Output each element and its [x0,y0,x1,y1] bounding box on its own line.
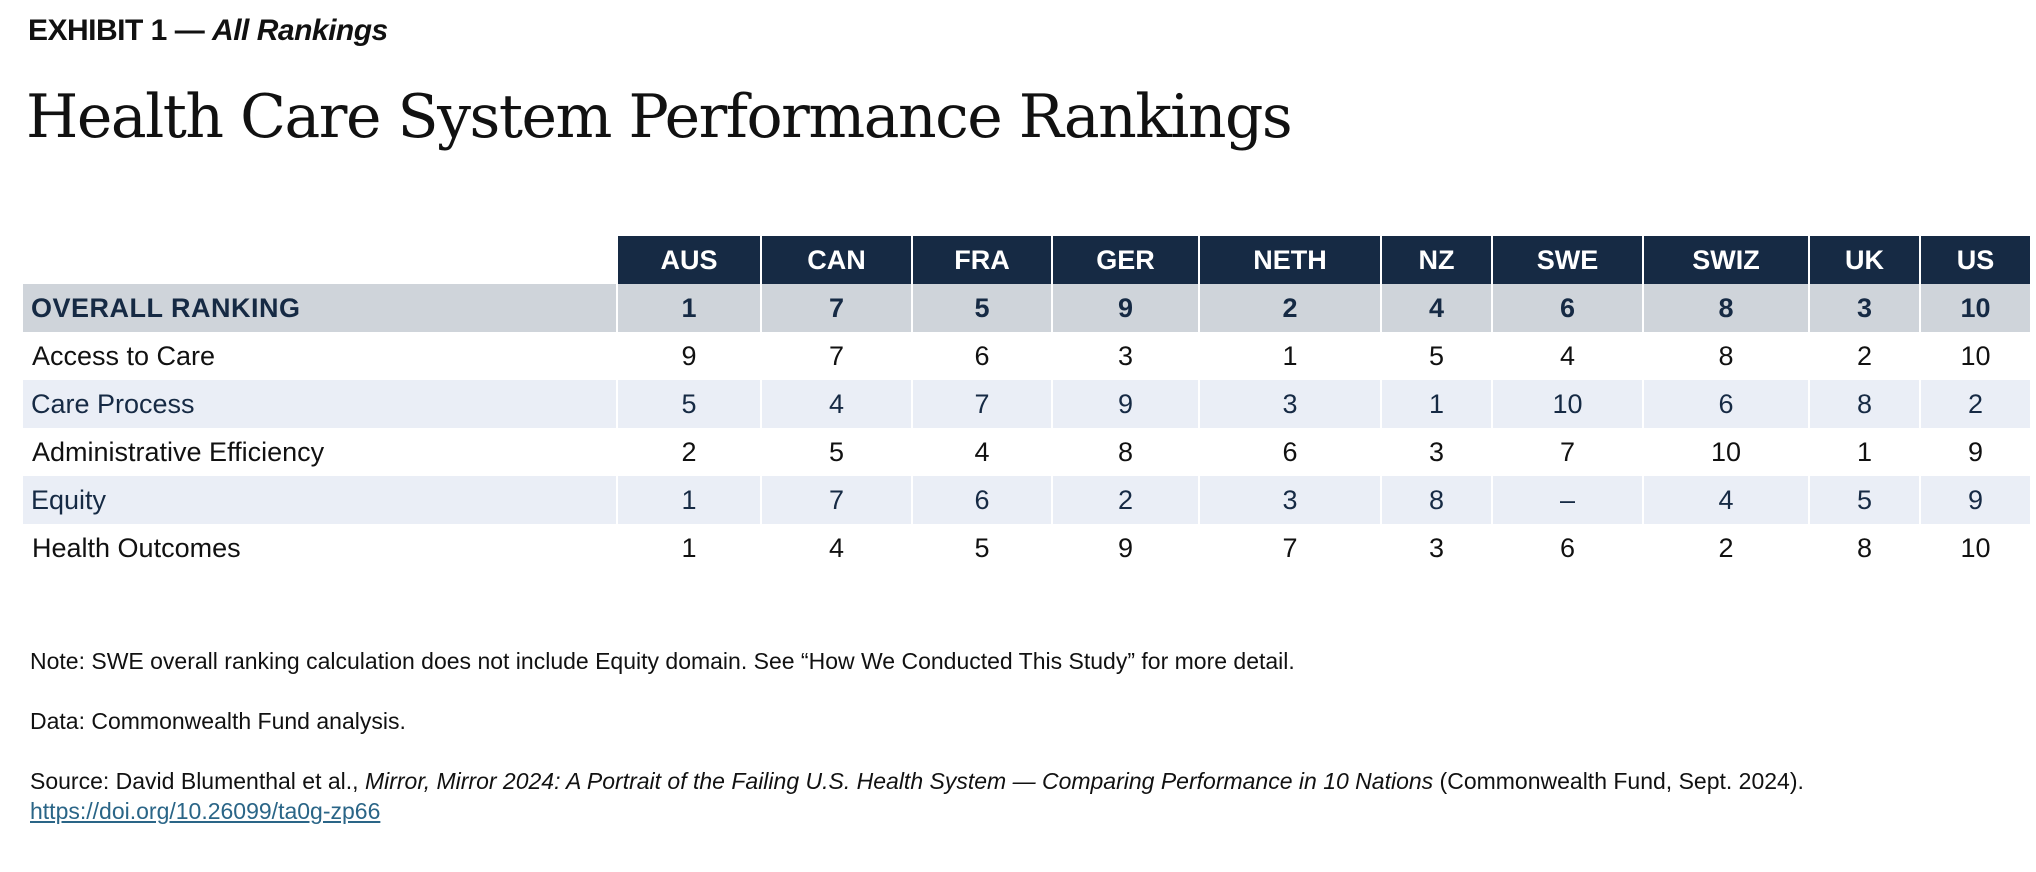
rank-cell-aus: 1 [616,284,761,332]
rank-cell-uk: 3 [1808,284,1920,332]
rank-cell-nz: 1 [1380,380,1492,428]
column-header-swe: SWE [1491,236,1643,284]
rank-cell-nz: 8 [1380,476,1492,524]
column-header-us: US [1919,236,2030,284]
rank-cell-swe: 6 [1491,524,1643,572]
header-empty-cell [23,236,617,284]
rank-cell-us: 10 [1919,284,2030,332]
rank-cell-uk: 5 [1808,476,1920,524]
rank-cell-aus: 1 [616,524,761,572]
exhibit-number: EXHIBIT 1 — [28,14,205,47]
rank-cell-fra: 4 [911,428,1052,476]
source-title: Mirror, Mirror 2024: A Portrait of the F… [364,768,1434,794]
rankings-table-container: AUS CAN FRA GER NETH NZ SWE SWIZ UK US OVERALL RA… [22,236,2030,572]
rankings-table: AUS CAN FRA GER NETH NZ SWE SWIZ UK US OVERALL RA… [22,236,2030,572]
column-header-neth: NETH [1198,236,1381,284]
row-label: Administrative Efficiency [22,428,617,476]
rank-cell-nz: 4 [1380,284,1492,332]
rank-cell-fra: 6 [911,476,1052,524]
rank-cell-swe: 4 [1491,332,1643,380]
rank-cell-fra: 6 [911,332,1052,380]
rank-cell-swiz: 2 [1642,524,1809,572]
rank-cell-fra: 7 [911,380,1052,428]
rank-cell-us: 2 [1919,380,2030,428]
table-row: Access to Care 9 7 6 3 1 5 4 8 2 10 [22,332,2030,380]
rank-cell-nz: 3 [1380,524,1492,572]
rank-cell-ger: 8 [1051,428,1199,476]
column-header-can: CAN [760,236,912,284]
rank-cell-can: 5 [760,428,912,476]
rank-cell-fra: 5 [911,284,1052,332]
rank-cell-swiz: 6 [1642,380,1809,428]
rank-cell-ger: 9 [1051,524,1199,572]
rank-cell-neth: 1 [1198,332,1381,380]
exhibit-subtitle: All Rankings [212,14,388,47]
table-row: Health Outcomes 1 4 5 9 7 3 6 2 8 10 [22,524,2030,572]
rank-cell-swe: 6 [1491,284,1643,332]
rank-cell-neth: 7 [1198,524,1381,572]
rank-cell-aus: 5 [616,380,761,428]
source-citation: Source: David Blumenthal et al., Mirror,… [30,766,2010,826]
column-header-fra: FRA [911,236,1052,284]
rank-cell-swiz: 8 [1642,332,1809,380]
exhibit-label: EXHIBIT 1 — All Rankings [28,14,388,48]
table-row: Equity 1 7 6 2 3 8–4 5 9 [23,476,2030,524]
page-title: Health Care System Performance Rankings [26,82,1293,152]
rank-cell-us: 9 [1919,428,2030,476]
rank-cell-us: 10 [1919,332,2030,380]
rank-cell-swiz: 8 [1642,284,1809,332]
rank-cell-swe: – [1491,476,1643,524]
doi-link[interactable]: https://doi.org/10.26099/ta0g-zp66 [30,798,381,824]
rank-cell-neth: 2 [1198,284,1381,332]
rank-cell-can: 7 [760,476,912,524]
table-row: Care Process 5 4 7 9 3 1 10 6 8 2 [23,380,2030,428]
row-label: Care Process [23,380,617,428]
rank-cell-uk: 1 [1808,428,1920,476]
header-row: AUS CAN FRA GER NETH NZ SWE SWIZ UK US [23,236,2030,284]
overall-ranking-row: OVERALL RANKING 1 7 5 9 2 4 6 8 3 10 [23,284,2030,332]
row-label: Health Outcomes [22,524,617,572]
rank-cell-ger: 9 [1051,284,1199,332]
rank-cell-can: 4 [760,380,912,428]
rank-cell-neth: 6 [1198,428,1381,476]
notes-section: Note: SWE overall ranking calculation do… [30,646,2010,826]
row-label: Equity [23,476,617,524]
row-label: Access to Care [22,332,617,380]
rank-cell-aus: 1 [616,476,761,524]
column-header-ger: GER [1051,236,1199,284]
rank-cell-ger: 3 [1051,332,1199,380]
rank-cell-uk: 2 [1808,332,1920,380]
rank-cell-ger: 9 [1051,380,1199,428]
rank-cell-aus: 9 [616,332,761,380]
column-header-uk: UK [1808,236,1920,284]
rank-cell-ger: 2 [1051,476,1199,524]
table-body: OVERALL RANKING 1 7 5 9 2 4 6 8 3 10 Access to Care… [22,284,2030,572]
rank-cell-uk: 8 [1808,524,1920,572]
rank-cell-can: 7 [760,284,912,332]
row-label: OVERALL RANKING [23,284,617,332]
source-prefix: Source: David Blumenthal et al., [30,768,365,794]
rank-cell-swe: 7 [1491,428,1643,476]
table-row: Administrative Efficiency 2 5 4 8 6 3 7 10 1 9 [22,428,2030,476]
column-header-nz: NZ [1380,236,1492,284]
column-header-aus: AUS [616,236,761,284]
rank-cell-us: 10 [1919,524,2030,572]
rank-cell-nz: 5 [1380,332,1492,380]
rank-cell-neth: 3 [1198,476,1381,524]
rank-cell-neth: 3 [1198,380,1381,428]
source-suffix: (Commonwealth Fund, Sept. 2024). [1433,768,1804,794]
rank-cell-swiz: 4 [1642,476,1809,524]
rank-cell-aus: 2 [616,428,761,476]
rank-cell-can: 7 [760,332,912,380]
note-text: Note: SWE overall ranking calculation do… [30,648,1295,674]
rank-cell-nz: 3 [1380,428,1492,476]
column-header-swiz: SWIZ [1642,236,1809,284]
rank-cell-can: 4 [760,524,912,572]
rank-cell-us: 9 [1919,476,2030,524]
rank-cell-swe: 10 [1491,380,1643,428]
rank-cell-swiz: 10 [1642,428,1809,476]
rank-cell-fra: 5 [911,524,1052,572]
data-source-text: Data: Commonwealth Fund analysis. [30,708,406,734]
rank-cell-uk: 8 [1808,380,1920,428]
